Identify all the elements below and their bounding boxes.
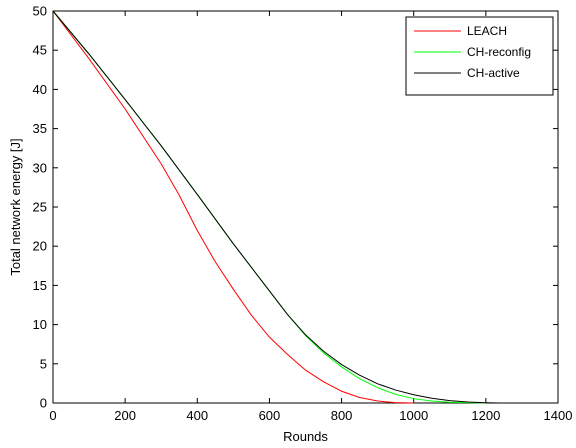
x-tick-label: 200 xyxy=(114,408,136,423)
x-tick-label: 0 xyxy=(49,408,56,423)
y-axis-ticks: 0 5 10 15 20 25 30 35 40 45 50 xyxy=(33,4,558,411)
legend-label: CH-active xyxy=(467,66,520,80)
y-tick-label: 50 xyxy=(33,4,47,19)
y-tick-label: 5 xyxy=(40,356,47,371)
series-lines xyxy=(52,10,501,404)
legend-items: LEACH CH-reconfig CH-active xyxy=(414,24,531,80)
x-tick-label: 800 xyxy=(331,408,353,423)
y-tick-label: 25 xyxy=(33,200,47,215)
y-tick-label: 15 xyxy=(33,278,47,293)
legend: LEACH CH-reconfig CH-active xyxy=(405,16,554,96)
x-axis-label: Rounds xyxy=(283,429,328,444)
y-axis-label: Total network energy [J] xyxy=(8,138,23,275)
x-tick-label: 400 xyxy=(186,408,208,423)
y-tick-label: 0 xyxy=(40,396,47,411)
x-tick-label: 600 xyxy=(259,408,281,423)
y-tick-label: 35 xyxy=(33,121,47,136)
series-line-ch-active xyxy=(52,10,501,404)
y-tick-label: 45 xyxy=(33,43,47,58)
y-tick-label: 10 xyxy=(33,317,47,332)
x-tick-label: 1000 xyxy=(399,408,428,423)
series-line-leach xyxy=(52,10,414,404)
legend-label: LEACH xyxy=(467,24,507,38)
x-tick-label: 1400 xyxy=(544,408,573,423)
y-tick-label: 20 xyxy=(33,239,47,254)
x-tick-label: 1200 xyxy=(471,408,500,423)
x-axis-ticks: 0 200 400 600 800 1000 1200 1400 xyxy=(49,11,572,423)
y-tick-label: 40 xyxy=(33,82,47,97)
y-tick-label: 30 xyxy=(33,160,47,175)
legend-box xyxy=(405,16,554,96)
legend-label: CH-reconfig xyxy=(467,45,531,59)
